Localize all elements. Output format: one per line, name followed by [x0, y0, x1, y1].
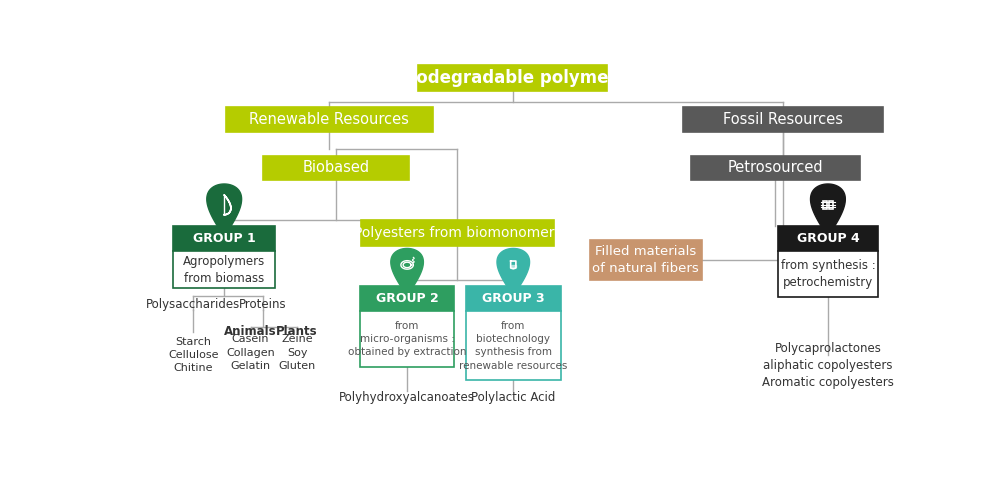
Text: Proteins: Proteins	[239, 299, 287, 311]
Text: from
biotechnology
synthesis from
renewable resources: from biotechnology synthesis from renewa…	[459, 321, 567, 370]
Text: Polysaccharides: Polysaccharides	[146, 299, 240, 311]
Polygon shape	[811, 184, 845, 233]
Text: Fossil Resources: Fossil Resources	[723, 112, 843, 127]
Text: Polycaprolactones
aliphatic copolyesters
Aromatic copolyesters: Polycaprolactones aliphatic copolyesters…	[762, 342, 894, 388]
FancyBboxPatch shape	[418, 65, 607, 91]
Text: Biobased: Biobased	[302, 161, 369, 175]
Text: Polyhydroxyalcanoates: Polyhydroxyalcanoates	[339, 391, 475, 404]
FancyBboxPatch shape	[691, 156, 860, 180]
FancyBboxPatch shape	[590, 240, 702, 280]
FancyBboxPatch shape	[361, 220, 554, 246]
FancyBboxPatch shape	[173, 251, 275, 288]
FancyBboxPatch shape	[466, 286, 561, 311]
Text: Starch
Cellulose
Chitine: Starch Cellulose Chitine	[168, 337, 218, 373]
Text: Petrosourced: Petrosourced	[727, 161, 823, 175]
Text: from synthesis :
petrochemistry: from synthesis : petrochemistry	[781, 259, 875, 289]
FancyBboxPatch shape	[226, 107, 433, 132]
Text: Biodegradable polymers: Biodegradable polymers	[398, 69, 627, 87]
Polygon shape	[207, 184, 242, 233]
Polygon shape	[497, 248, 530, 292]
FancyBboxPatch shape	[360, 286, 454, 311]
Text: from
micro-organisms :
obtained by extraction: from micro-organisms : obtained by extra…	[348, 321, 466, 357]
Text: Filled materials
of natural fibers: Filled materials of natural fibers	[592, 245, 699, 275]
Polygon shape	[391, 248, 423, 292]
FancyBboxPatch shape	[263, 156, 409, 180]
Text: GROUP 2: GROUP 2	[376, 292, 438, 305]
FancyBboxPatch shape	[466, 311, 561, 381]
Text: Casein
Collagen
Gelatin: Casein Collagen Gelatin	[226, 334, 275, 371]
Text: Zeine
Soy
Gluten: Zeine Soy Gluten	[278, 334, 316, 371]
Text: GROUP 4: GROUP 4	[797, 232, 859, 245]
Text: Plants: Plants	[276, 325, 318, 338]
Polygon shape	[511, 265, 516, 267]
FancyBboxPatch shape	[360, 311, 454, 366]
FancyBboxPatch shape	[778, 251, 878, 297]
FancyBboxPatch shape	[173, 226, 275, 251]
Text: GROUP 3: GROUP 3	[482, 292, 545, 305]
Text: GROUP 1: GROUP 1	[193, 232, 256, 245]
Text: Polyesters from biomonomers: Polyesters from biomonomers	[354, 226, 561, 241]
Text: Agropolymers
from biomass: Agropolymers from biomass	[183, 255, 265, 285]
Text: Renewable Resources: Renewable Resources	[249, 112, 409, 127]
FancyBboxPatch shape	[778, 226, 878, 251]
FancyBboxPatch shape	[683, 107, 883, 132]
Text: Polylactic Acid: Polylactic Acid	[471, 391, 555, 404]
Text: Animals: Animals	[224, 325, 277, 338]
